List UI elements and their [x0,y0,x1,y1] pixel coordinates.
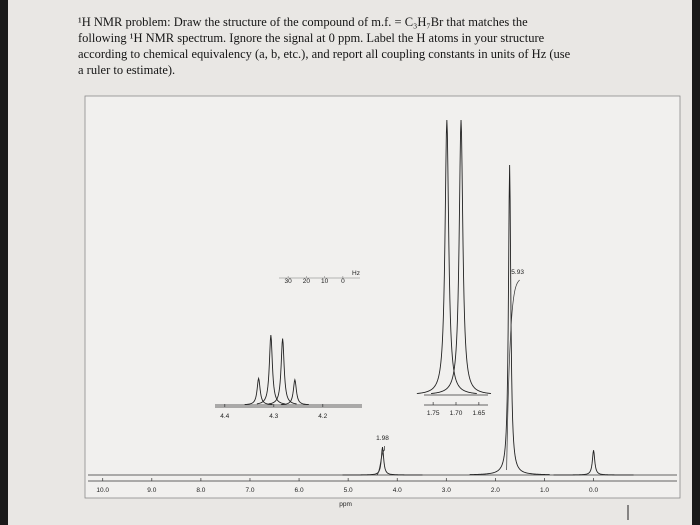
hz-tick-label: 0 [341,278,345,285]
hz-tick-label: 10 [321,278,329,285]
spectrum-frame [84,95,681,499]
integral-label: 1.98 [376,435,389,442]
peak [256,334,285,405]
peak [280,378,309,406]
x-tick-label: 0.0 [589,487,598,494]
peak [244,376,273,406]
x-tick-label: 1.0 [540,487,549,494]
x-tick-label: 1.65 [473,410,486,417]
x-tick-label: 10.0 [96,487,109,494]
hz-unit: Hz [352,270,360,277]
x-tick-label: 9.0 [147,487,156,494]
problem-line: ¹H NMR problem: Draw the structure of th… [78,15,528,29]
x-tick-label: 8.0 [196,487,205,494]
integral-curve [506,279,520,471]
problem-line: a ruler to estimate). [78,63,175,77]
x-tick-label: 7.0 [245,487,254,494]
peak [342,447,423,476]
x-tick-label: 6.0 [295,487,304,494]
x-tick-label: 3.0 [442,487,451,494]
peak [268,338,297,405]
x-tick-label: 4.3 [269,413,278,420]
x-tick-label: 2.0 [491,487,500,494]
integral-label: 5.93 [511,269,524,276]
peak [469,164,550,476]
peak [553,450,634,476]
x-tick-label: 4.0 [393,487,402,494]
peak [430,119,492,394]
x-tick-label: 4.4 [220,413,229,420]
problem-line: following ¹H NMR spectrum. Ignore the si… [78,31,545,45]
x-axis-label: ppm [339,501,352,508]
integral-curve [376,446,385,476]
x-tick-label: 1.70 [450,410,463,417]
peak [416,119,477,394]
hz-tick-label: 20 [303,278,311,285]
hz-tick-label: 30 [285,278,293,285]
problem-line: according to chemical equivalency (a, b,… [78,47,571,61]
x-tick-label: 1.75 [427,410,440,417]
x-tick-label: 4.2 [318,413,327,420]
x-tick-label: 5.0 [344,487,353,494]
